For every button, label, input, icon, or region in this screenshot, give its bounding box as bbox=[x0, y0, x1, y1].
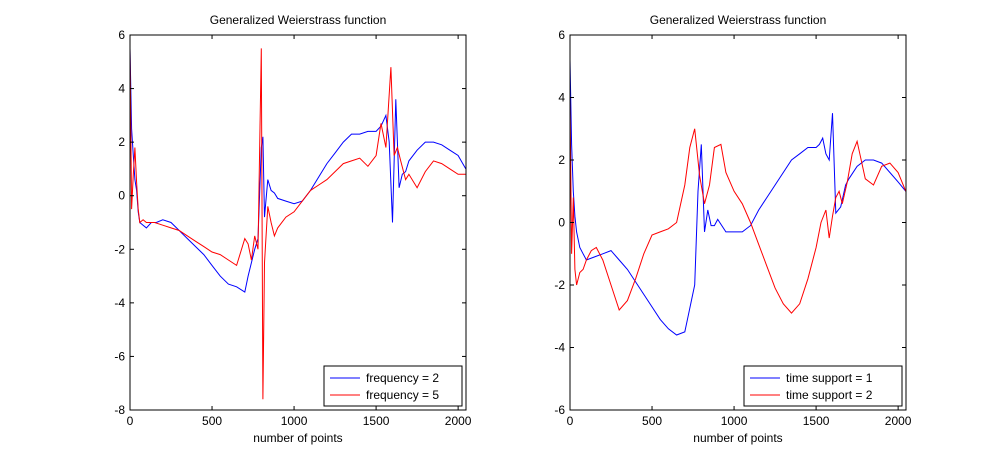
x-tick-label: 0 bbox=[127, 414, 134, 428]
legend-label: frequency = 5 bbox=[366, 388, 439, 402]
chart-2: 0 500 1000 1500 2000 6 4 2 0 -2 -4 -6 Generalized We… bbox=[554, 13, 911, 445]
legend-label: time support = 1 bbox=[786, 371, 873, 385]
plot-area bbox=[130, 35, 466, 410]
x-axis-label: number of points bbox=[253, 431, 342, 445]
legend: time support = 1 time support = 2 bbox=[743, 365, 903, 407]
y-tick-label: 2 bbox=[118, 135, 125, 149]
chart-title: Generalized Weierstrass function bbox=[210, 13, 387, 27]
legend: frequency = 2 frequency = 5 bbox=[323, 365, 463, 407]
legend-label: time support = 2 bbox=[786, 388, 873, 402]
x-axis: 0 500 1000 1500 2000 bbox=[567, 35, 912, 428]
chart-1: 0 500 1000 1500 2000 6 4 2 0 -2 -4 -6 -8 Generalized … bbox=[114, 13, 471, 445]
y-tick-label: 4 bbox=[118, 82, 125, 96]
legend-box bbox=[743, 365, 903, 407]
plot-area bbox=[570, 35, 906, 410]
x-axis: 0 500 1000 1500 2000 bbox=[127, 35, 472, 428]
x-tick-label: 2000 bbox=[445, 414, 472, 428]
y-tick-label: 6 bbox=[118, 28, 125, 42]
series-line-1 bbox=[130, 48, 466, 293]
legend-box bbox=[323, 365, 463, 407]
y-tick-label: -6 bbox=[114, 349, 125, 363]
x-tick-label: 1000 bbox=[281, 414, 308, 428]
x-tick-label: 500 bbox=[642, 414, 662, 428]
y-tick-label: 0 bbox=[558, 216, 565, 230]
y-tick-label: -4 bbox=[554, 341, 565, 355]
y-axis: 6 4 2 0 -2 -4 -6 bbox=[554, 28, 906, 417]
y-tick-label: 0 bbox=[118, 189, 125, 203]
y-tick-label: -4 bbox=[114, 296, 125, 310]
y-tick-label: 4 bbox=[558, 91, 565, 105]
x-tick-label: 1000 bbox=[721, 414, 748, 428]
legend-label: frequency = 2 bbox=[366, 371, 439, 385]
series-line-2 bbox=[570, 97, 906, 314]
y-tick-label: 2 bbox=[558, 153, 565, 167]
y-tick-label: -2 bbox=[554, 278, 565, 292]
x-axis-label: number of points bbox=[693, 431, 782, 445]
y-tick-label: -2 bbox=[114, 242, 125, 256]
y-tick-label: 6 bbox=[558, 28, 565, 42]
y-tick-label: -6 bbox=[554, 403, 565, 417]
y-axis: 6 4 2 0 -2 -4 -6 -8 bbox=[114, 28, 466, 417]
y-tick-label: -8 bbox=[114, 403, 125, 417]
series-line-1 bbox=[570, 59, 906, 336]
series-line-2 bbox=[130, 48, 466, 400]
x-tick-label: 500 bbox=[202, 414, 222, 428]
x-tick-label: 1500 bbox=[803, 414, 830, 428]
x-tick-label: 2000 bbox=[885, 414, 912, 428]
x-tick-label: 0 bbox=[567, 414, 574, 428]
chart-title: Generalized Weierstrass function bbox=[650, 13, 827, 27]
axes-frame bbox=[129, 34, 467, 411]
x-tick-label: 1500 bbox=[363, 414, 390, 428]
